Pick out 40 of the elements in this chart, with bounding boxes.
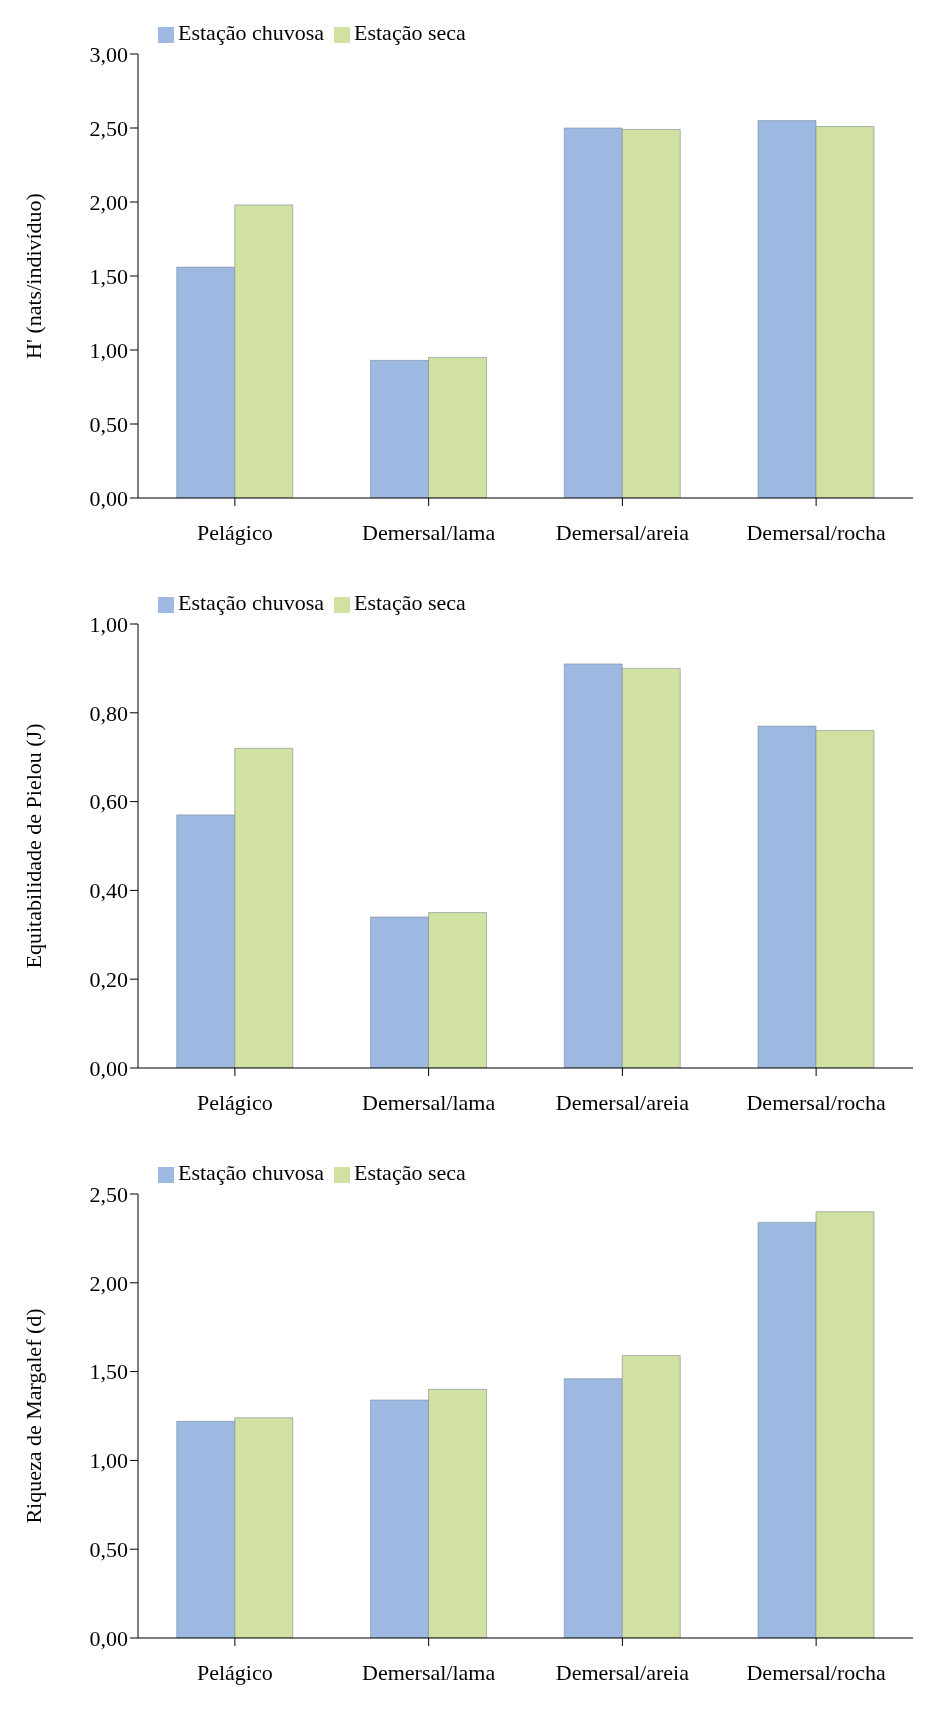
legend-label: Estação seca: [354, 20, 466, 45]
y-tick-label: 1,50: [89, 263, 128, 289]
legend-label: Estação seca: [354, 1160, 466, 1185]
y-axis-title: H' (nats/indivíduo): [20, 193, 46, 359]
y-axis-title: Equitabilidade de Pielou (J): [20, 723, 46, 969]
x-tick-label: Demersal/lama: [362, 1659, 496, 1685]
y-tick-label: 2,00: [89, 1270, 128, 1296]
y-tick-label: 0,40: [89, 878, 128, 904]
legend-label: Estação chuvosa: [178, 1160, 324, 1185]
y-tick-label: 0,80: [89, 700, 128, 726]
legend-label: Estação chuvosa: [178, 20, 324, 45]
y-tick-label: 0,00: [89, 1625, 128, 1651]
y-tick-label: 0,50: [89, 411, 128, 437]
legend-label: Estação seca: [354, 590, 466, 615]
y-tick-label: 2,00: [89, 189, 128, 215]
y-tick-label: 0,00: [89, 1055, 128, 1081]
x-tick-label: Demersal/lama: [362, 1089, 496, 1115]
x-tick-label: Pelágico: [196, 519, 273, 545]
x-tick-label: Demersal/areia: [555, 1659, 690, 1685]
y-tick-label: 1,00: [89, 611, 128, 637]
y-tick-label: 0,60: [89, 789, 128, 815]
y-tick-label: 2,50: [89, 1181, 128, 1207]
y-tick-label: 0,20: [89, 967, 128, 993]
x-tick-label: Demersal/areia: [555, 519, 690, 545]
legend-label: Estação chuvosa: [178, 590, 324, 615]
x-tick-label: Demersal/lama: [362, 519, 496, 545]
y-tick-label: 1,00: [89, 337, 128, 363]
y-tick-label: 1,00: [89, 1448, 128, 1474]
y-tick-label: 0,00: [89, 485, 128, 511]
x-tick-label: Demersal/rocha: [746, 1089, 886, 1115]
y-tick-label: 0,50: [89, 1537, 128, 1563]
y-axis-title: Riqueza de Margalef (d): [20, 1308, 46, 1524]
x-tick-label: Demersal/rocha: [746, 519, 886, 545]
x-tick-label: Pelágico: [196, 1659, 273, 1685]
y-tick-label: 1,50: [89, 1359, 128, 1385]
y-tick-label: 3,00: [89, 41, 128, 67]
x-tick-label: Demersal/areia: [555, 1089, 690, 1115]
x-tick-label: Demersal/rocha: [746, 1659, 886, 1685]
y-tick-label: 2,50: [89, 115, 128, 141]
x-tick-label: Pelágico: [196, 1089, 273, 1115]
